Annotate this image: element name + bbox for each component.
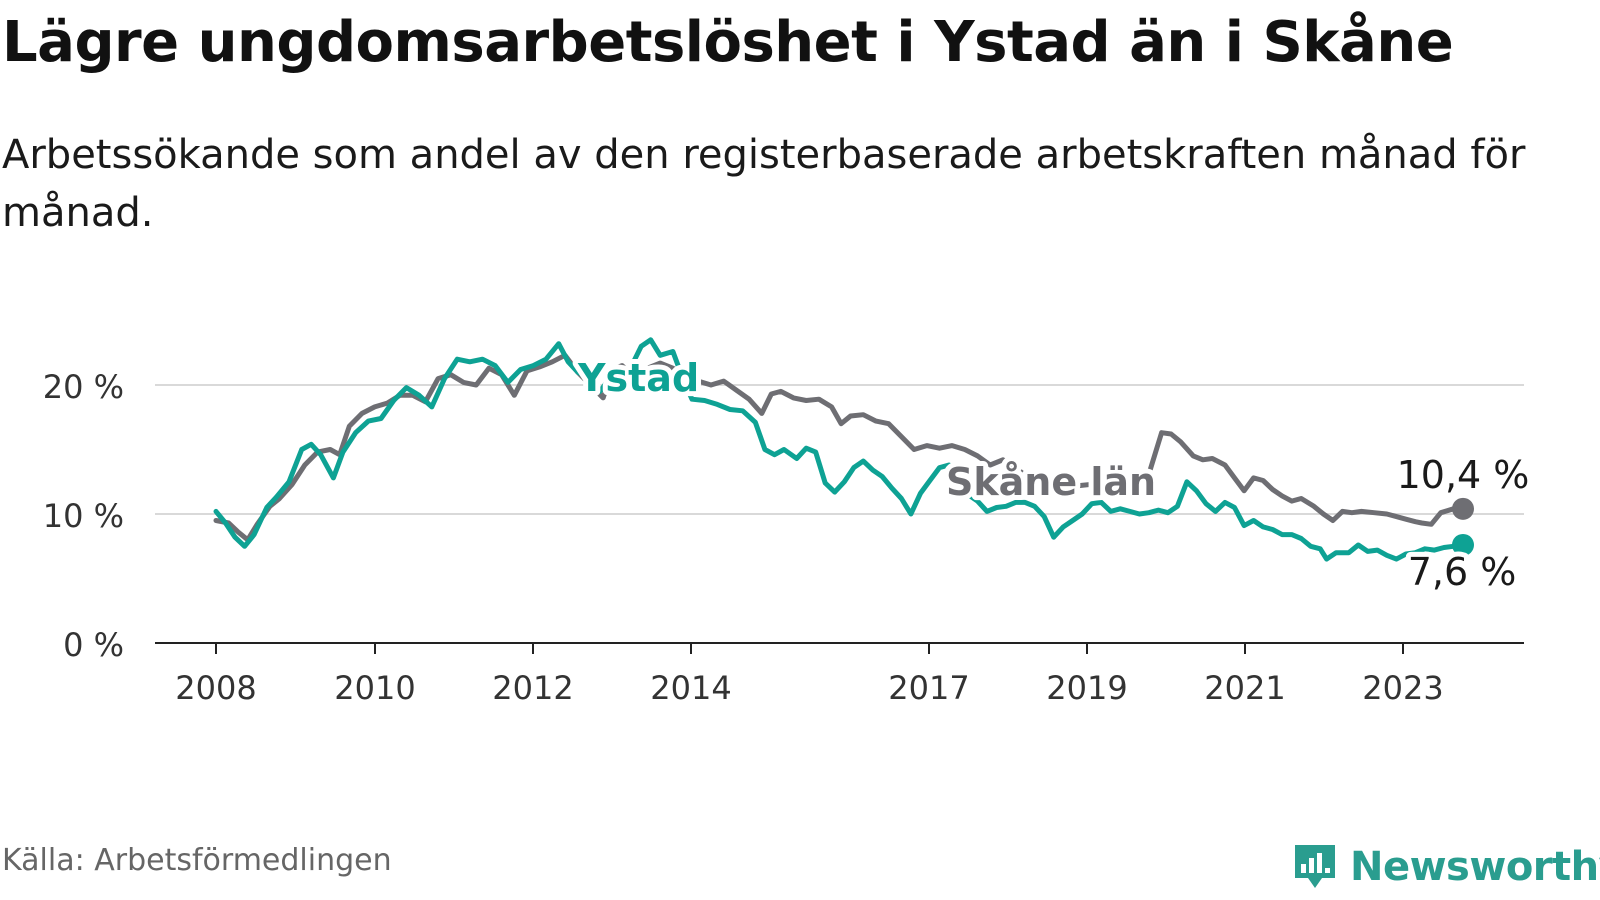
x-tick-label: 2019 [1046,669,1127,707]
end-label-skane: 10,4 % [1397,453,1530,497]
newsworthy-logo-icon [1295,845,1335,888]
x-tick-label: 2014 [650,669,731,707]
series-line-skane-end-dot [1452,497,1474,520]
chart-subtitle: Arbetssökande som andel av den registerb… [2,132,1526,236]
series-label-skane: Skåne län [946,460,1156,504]
brand-logo: Newsworthy [1292,842,1600,892]
x-tick-label: 2023 [1362,669,1443,707]
series-label-ystad: Ystad [577,356,699,400]
x-tick-label: 2017 [888,669,969,707]
line-chart: 0 % 10 % 20 % 2008 2010 2012 2014 2017 2019 2021… [42,337,1534,707]
y-tick-label: 20 % [43,368,124,406]
x-axis: 2008 2010 2012 2014 2017 2019 2021 2023 [155,642,1524,707]
series-labels: Ystad Skåne län 10,4 % 7,6 % [572,351,1534,599]
x-tick-label: 2012 [492,669,573,707]
source-note: Källa: Arbetsförmedlingen [2,843,392,878]
end-label-ystad: 7,6 % [1408,550,1517,594]
brand-name: Newsworthy [1350,844,1600,890]
series-line-ystad-end-dot [1452,533,1474,556]
series-lines [213,337,1474,562]
series-line-ystad [213,337,1466,562]
x-tick-label: 2008 [175,669,256,707]
y-tick-label: 0 % [63,626,124,664]
y-axis-ticks: 0 % 10 % 20 % [43,368,124,664]
y-tick-label: 10 % [43,497,124,535]
x-tick-label: 2010 [334,669,415,707]
chart-title: Lägre ungdomsarbetslöshet i Ystad än i S… [2,10,1454,75]
x-tick-label: 2021 [1204,669,1285,707]
series-line-skane [213,352,1466,543]
gridlines [155,384,1524,515]
